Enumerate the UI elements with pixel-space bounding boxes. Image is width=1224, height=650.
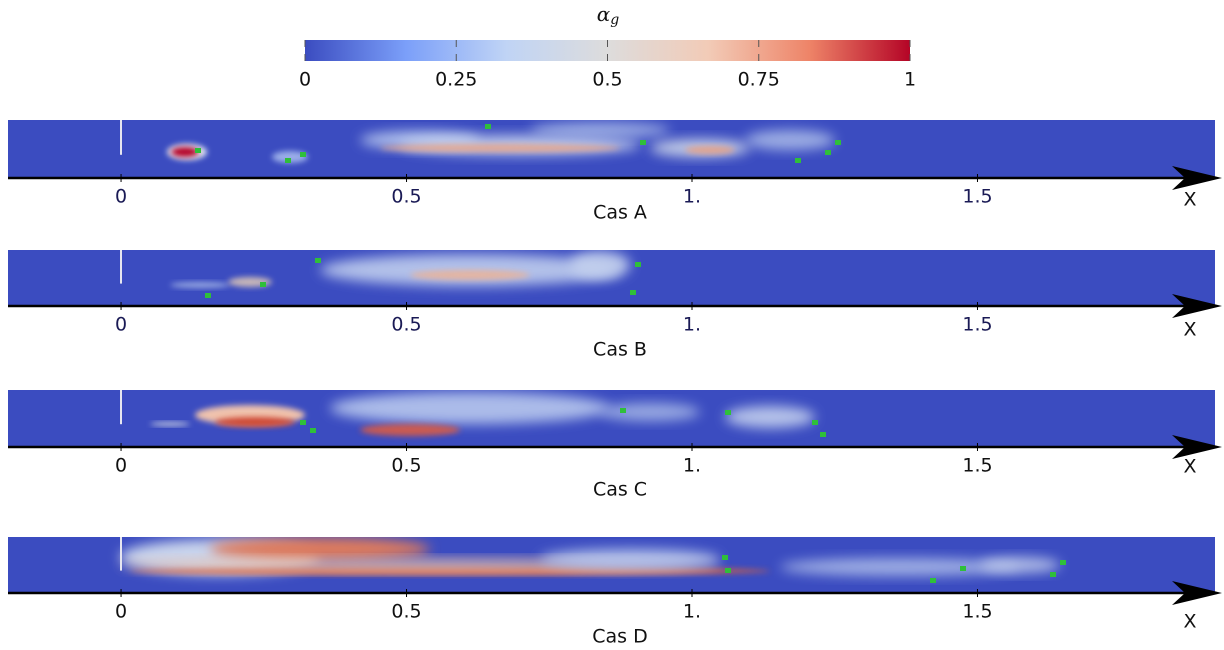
- colorbar-label: αg: [597, 2, 620, 29]
- panel-title: Cas C: [593, 479, 647, 501]
- field-blob: [171, 147, 199, 157]
- interface-cell: [835, 140, 841, 145]
- field-blob: [530, 122, 670, 138]
- panel: 0 0.5 1. 1.5 X Cas D: [8, 537, 1222, 648]
- interface-cell: [485, 124, 491, 129]
- field-blob: [360, 424, 460, 436]
- x-tick-label: 0.5: [391, 455, 421, 477]
- panel-title: Cas B: [593, 339, 647, 361]
- x-tick-label: 1.: [683, 314, 701, 336]
- panel-title: Cas D: [592, 626, 647, 648]
- interface-cell: [812, 420, 818, 425]
- interface-cell: [205, 293, 211, 298]
- colorbar-subscript: g: [610, 12, 619, 28]
- x-tick-label: 1.5: [962, 601, 992, 623]
- field-blob: [410, 270, 530, 280]
- x-axis-label: X: [1183, 189, 1196, 211]
- field-features: [167, 122, 841, 163]
- field-blob: [570, 251, 630, 279]
- interface-cell: [640, 140, 646, 145]
- interface-cell: [930, 578, 936, 583]
- x-axis-label: X: [1183, 456, 1196, 478]
- interface-cell: [722, 555, 728, 560]
- field-blob: [330, 392, 610, 424]
- x-axis-arrow: [1172, 166, 1222, 190]
- colorbar-tick-label: 0.75: [738, 69, 780, 91]
- field-blob: [210, 537, 430, 561]
- x-tick-label: 1.5: [962, 455, 992, 477]
- field-blob: [540, 549, 720, 569]
- interface-cell: [620, 408, 626, 413]
- x-tick-label: 1.5: [962, 186, 992, 208]
- x-tick-label: 1.: [683, 455, 701, 477]
- interface-cell: [795, 158, 801, 163]
- field-features: [120, 537, 1066, 583]
- interface-cell: [725, 410, 731, 415]
- interface-cell: [725, 568, 731, 573]
- field-blob: [380, 144, 620, 152]
- interface-cell: [635, 262, 641, 267]
- field-blob: [725, 406, 815, 428]
- field-features: [150, 392, 826, 437]
- x-tick-label: 0.5: [391, 186, 421, 208]
- interface-cell: [960, 566, 966, 571]
- x-tick-label: 0: [115, 601, 127, 623]
- x-tick-label: 0.5: [391, 601, 421, 623]
- interface-cell: [285, 158, 291, 163]
- interface-cell: [630, 290, 636, 295]
- field-blob: [685, 146, 735, 154]
- field-features: [170, 251, 641, 298]
- interface-cell: [310, 428, 316, 433]
- field-blob: [745, 130, 835, 150]
- interface-cell: [1060, 560, 1066, 565]
- interface-cell: [315, 258, 321, 263]
- x-tick-label: 0.5: [391, 314, 421, 336]
- interface-cell: [195, 148, 201, 153]
- colorbar-tick-label: 0.5: [592, 69, 622, 91]
- x-tick-label: 0: [115, 314, 127, 336]
- field-blob: [272, 151, 308, 163]
- interface-cell: [1050, 572, 1056, 577]
- panel: 0 0.5 1. 1.5 X Cas A: [8, 120, 1222, 224]
- colorbar-symbol: α: [597, 2, 611, 26]
- interface-cell: [260, 282, 266, 287]
- panel: 0 0.5 1. 1.5 X Cas C: [8, 390, 1222, 501]
- x-tick-label: 1.: [683, 186, 701, 208]
- field-blob: [600, 403, 700, 421]
- field-blob: [980, 557, 1060, 573]
- x-axis-arrow: [1172, 581, 1222, 605]
- x-tick-label: 1.5: [962, 314, 992, 336]
- colorbar-tick-label: 1: [904, 69, 916, 91]
- x-axis-arrow: [1172, 294, 1222, 318]
- x-tick-label: 0: [115, 186, 127, 208]
- panel-title: Cas A: [593, 202, 647, 224]
- interface-cell: [825, 150, 831, 155]
- colorbar-tick-label: 0: [299, 69, 311, 91]
- interface-cell: [300, 152, 306, 157]
- field-blob: [170, 282, 230, 288]
- field: [8, 390, 1215, 447]
- field-blob: [780, 558, 1020, 576]
- panel: 0 0.5 1. 1.5 X Cas B: [8, 250, 1222, 361]
- x-tick-label: 1.: [683, 601, 701, 623]
- field-blob: [215, 417, 295, 427]
- interface-cell: [820, 432, 826, 437]
- colorbar-tick-label: 0.25: [435, 69, 477, 91]
- x-axis-arrow: [1172, 435, 1222, 459]
- interface-cell: [300, 420, 306, 425]
- x-axis-label: X: [1183, 319, 1196, 341]
- x-tick-label: 0: [115, 455, 127, 477]
- x-axis-label: X: [1183, 611, 1196, 633]
- field-blob: [150, 422, 190, 426]
